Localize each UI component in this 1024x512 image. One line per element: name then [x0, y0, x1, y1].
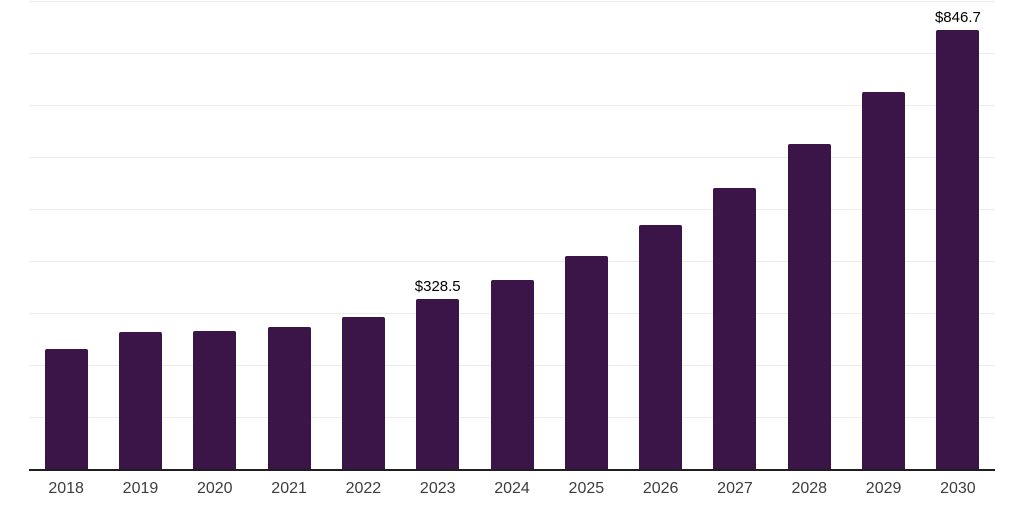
gridline-700: [29, 105, 995, 106]
bar-group-2026: [624, 0, 698, 470]
gridline-400: [29, 261, 995, 262]
bar-2027: [713, 187, 757, 470]
x-tick-label-2018: 2018: [48, 480, 84, 497]
x-tick-label-2030: 2030: [940, 480, 976, 497]
x-tick-label-2029: 2029: [865, 480, 902, 497]
bar-2021: [267, 326, 311, 470]
bar-group-2021: [252, 0, 326, 470]
bar-group-2028: [772, 0, 846, 470]
gridline-900: [29, 1, 995, 2]
x-tick-label-2027: 2027: [717, 480, 753, 497]
x-tick-label-2023: 2023: [419, 480, 456, 497]
x-tick-label-2020: 2020: [196, 480, 233, 497]
bar-2028: [787, 144, 831, 470]
gridline-600: [29, 157, 995, 158]
x-tick-label-2025: 2025: [568, 480, 605, 497]
bar-2030: [936, 29, 980, 470]
x-tick-label-2026: 2026: [642, 480, 679, 497]
gridline-500: [29, 209, 995, 210]
x-tick-label-2021: 2021: [271, 480, 307, 497]
bar-group-2018: [29, 0, 103, 470]
bar-group-2025: [549, 0, 623, 470]
data-label-2023: $328.5: [414, 278, 461, 296]
bar-group-2023: $328.5: [401, 0, 475, 470]
bars-container: $328.5 $846.7: [29, 0, 995, 470]
bar-2024: [490, 279, 534, 470]
bar-2026: [639, 225, 683, 470]
gridline-800: [29, 53, 995, 54]
bar-group-2024: [475, 0, 549, 470]
bar-2020: [193, 331, 237, 470]
x-tick-label-2028: 2028: [791, 480, 828, 497]
bar-2022: [341, 316, 385, 470]
x-tick-label-2024: 2024: [494, 480, 530, 497]
bar-2029: [862, 92, 906, 470]
data-label-2030: $846.7: [934, 8, 981, 26]
bar-2025: [564, 255, 608, 470]
plot-area: $328.5 $846.7: [29, 0, 995, 471]
bar-group-2030: $846.7: [921, 0, 995, 470]
bar-group-2029: [846, 0, 920, 470]
x-tick-label-2019: 2019: [122, 480, 159, 497]
bar-2018: [44, 349, 88, 470]
bar-group-2022: [326, 0, 400, 470]
x-axis-labels: 2018 2019 2020 2021 2022 2023 2024 2025 2026 2027…: [29, 479, 995, 498]
bar-group-2020: [178, 0, 252, 470]
bar-2023: [416, 299, 460, 470]
x-axis-line: [29, 469, 995, 471]
bar-2019: [118, 332, 162, 470]
bar-group-2019: [103, 0, 177, 470]
x-tick-label-2022: 2022: [345, 480, 382, 497]
bar-group-2027: [698, 0, 772, 470]
